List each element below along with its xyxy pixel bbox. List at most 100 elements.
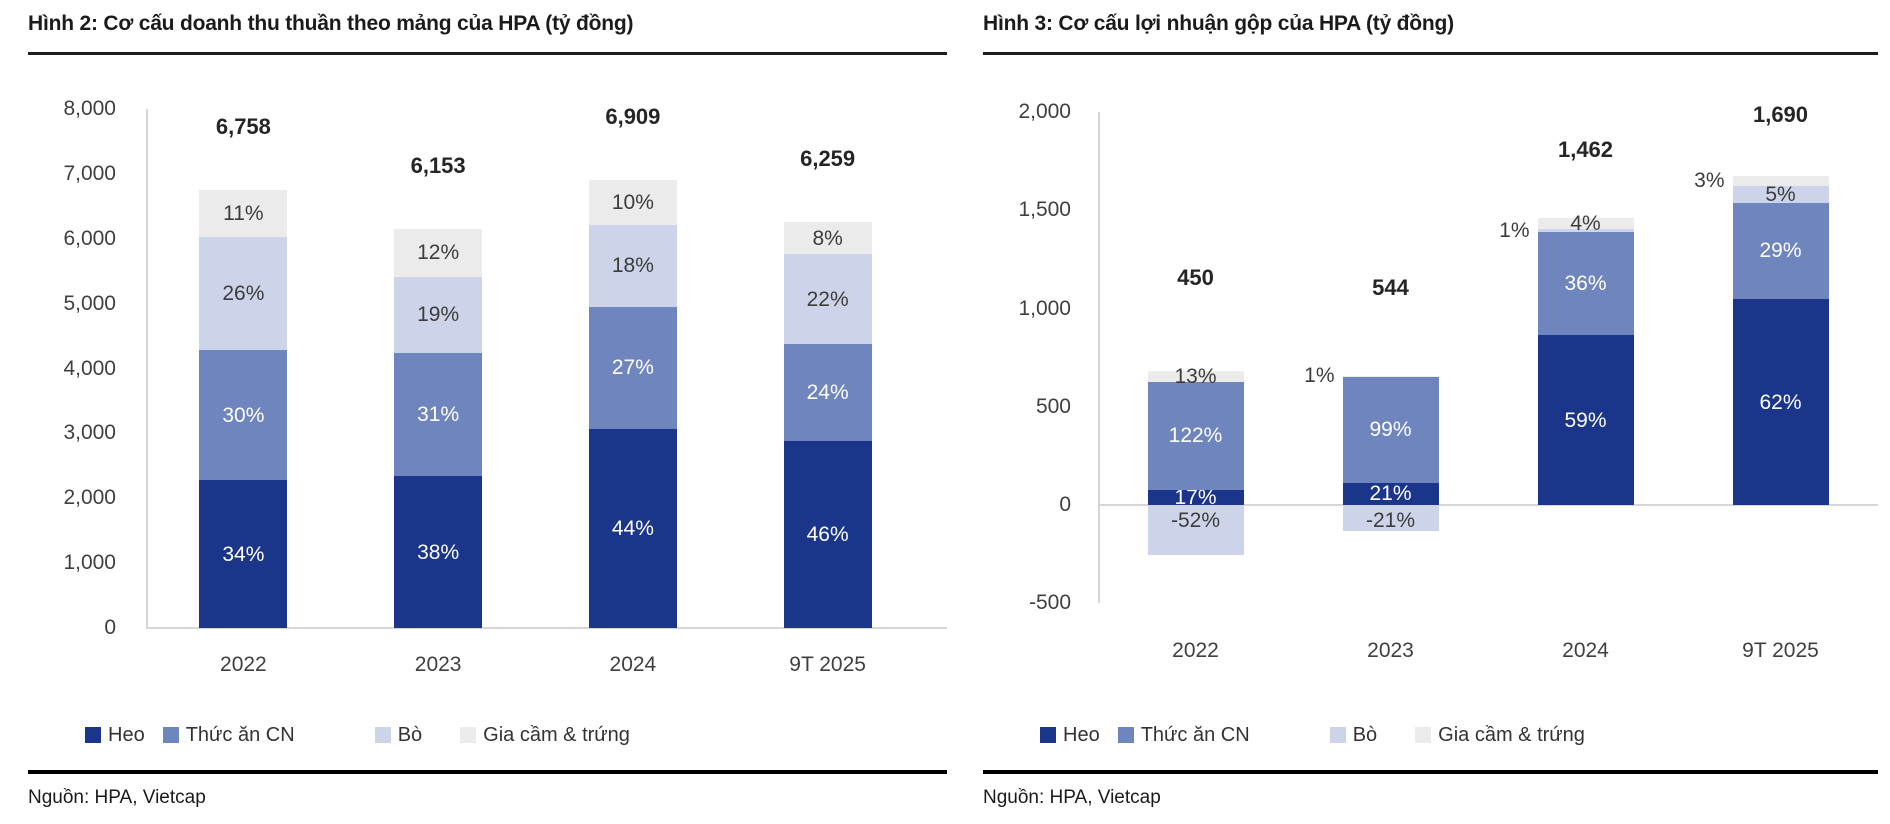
bar-segment-thuc-an-cn: 27% bbox=[588, 306, 677, 429]
y-tick-label: 2,000 bbox=[1018, 100, 1071, 123]
legend-label: Bò bbox=[397, 723, 423, 746]
y-tick-label: -500 bbox=[1028, 591, 1071, 615]
bar-segment-gia-cam-trung: 8% bbox=[783, 221, 872, 255]
bar-segment-heo: 46% bbox=[783, 441, 872, 628]
percent-label: 17% bbox=[1174, 485, 1217, 509]
legend-item-gia-cam-trung: Gia cầm & trứng bbox=[460, 724, 630, 747]
legend-label: Thức ăn CN bbox=[1140, 723, 1250, 746]
legend-item-bo: Bò bbox=[1329, 723, 1378, 747]
bar-segment-gia-cam-trung: 11% bbox=[199, 189, 288, 238]
bar-total-label: 6,758 bbox=[215, 113, 271, 139]
percent-label: 21% bbox=[1369, 482, 1412, 506]
revenue-chart-plot: 8,000 7,000 6,000 5,000 4,000 3,000 2,000 1,000… bbox=[28, 85, 947, 685]
percent-label: 30% bbox=[222, 403, 265, 427]
bar-segment-gia-cam-trung: 13% bbox=[1147, 365, 1244, 388]
y-tick-label: 1,500 bbox=[1018, 198, 1071, 222]
x-axis-label: 2023 bbox=[414, 653, 462, 676]
bar-segment-bo bbox=[1537, 229, 1634, 233]
percent-label: 24% bbox=[806, 381, 849, 404]
y-tick-label: 0 bbox=[1059, 493, 1071, 516]
bar-segment-gia-cam-trung bbox=[1732, 176, 1829, 187]
percent-label: 31% bbox=[417, 402, 460, 426]
x-axis-label: 2024 bbox=[1562, 639, 1609, 662]
percent-label-outside: 1% bbox=[1499, 218, 1530, 242]
bar-segment-gia-cam-trung: 10% bbox=[588, 179, 677, 226]
legend-label: Gia cầm & trứng bbox=[483, 723, 630, 746]
gia-cam-trung-swatch-icon bbox=[1415, 727, 1432, 743]
revenue-chart-title: Hình 2: Cơ cấu doanh thu thuần theo mảng… bbox=[28, 12, 947, 55]
legend-label: Gia cầm & trứng bbox=[1438, 723, 1585, 746]
bar-segment-thuc-an-cn: 30% bbox=[199, 350, 288, 481]
y-tick-label: 5,000 bbox=[63, 291, 116, 315]
bar-total-label: 450 bbox=[1177, 264, 1214, 290]
percent-label: 18% bbox=[611, 254, 654, 278]
legend-item-thuc-an-cn: Thức ăn CN bbox=[1117, 723, 1250, 747]
bar-segment-heo: 21% bbox=[1342, 482, 1439, 506]
x-axis-zero-line bbox=[146, 627, 947, 629]
panel-divider bbox=[28, 770, 947, 774]
bo-swatch-icon bbox=[1329, 727, 1346, 743]
gia-cam-trung-swatch-icon bbox=[460, 727, 477, 743]
y-tick-label: 4,000 bbox=[63, 356, 116, 380]
bar-segment-heo: 62% bbox=[1732, 299, 1829, 505]
bar-segment-thuc-an-cn: 122% bbox=[1147, 381, 1244, 490]
percent-label: 5% bbox=[1765, 182, 1796, 206]
heo-swatch-icon bbox=[85, 727, 101, 743]
percent-label: 8% bbox=[812, 226, 843, 250]
percent-label: 36% bbox=[1564, 272, 1607, 296]
bar-total-label: 6,909 bbox=[605, 103, 661, 129]
x-axis-zero-line bbox=[1098, 504, 1878, 506]
percent-label: 22% bbox=[806, 287, 849, 311]
y-tick-label: 500 bbox=[1035, 394, 1071, 418]
bar-segment-bo: 26% bbox=[199, 237, 288, 351]
bar-segment-thuc-an-cn: 24% bbox=[783, 343, 872, 442]
percent-label: 13% bbox=[1174, 364, 1217, 388]
percent-label: 122% bbox=[1168, 424, 1223, 448]
y-tick-label: 1,000 bbox=[63, 551, 116, 575]
bar-segment-bo: 19% bbox=[394, 276, 483, 353]
percent-label: -52% bbox=[1170, 509, 1221, 532]
bar-segment-heo: 44% bbox=[588, 428, 677, 628]
legend-label: Heo bbox=[108, 723, 145, 746]
y-axis-line bbox=[146, 109, 148, 628]
bar-total-label: 1,690 bbox=[1752, 102, 1809, 128]
legend-item-heo: Heo bbox=[85, 724, 145, 747]
heo-swatch-icon bbox=[1040, 727, 1056, 743]
y-tick-label: 2,000 bbox=[63, 486, 116, 510]
percent-label: 12% bbox=[417, 241, 460, 265]
percent-label: 62% bbox=[1759, 390, 1802, 414]
legend-label: Bò bbox=[1352, 723, 1378, 746]
bar-segment-heo: 38% bbox=[394, 476, 483, 628]
y-axis-line bbox=[1098, 112, 1100, 604]
bar-segment-bo: -21% bbox=[1342, 505, 1439, 532]
gross-profit-chart-plot: 2,000 1,500 1,000 500 0 -500 17% 122% -52% 13% 450… bbox=[983, 85, 1878, 685]
legend-label: Thức ăn CN bbox=[185, 723, 295, 746]
x-axis-label: 2022 bbox=[1172, 639, 1219, 662]
legend-item-bo: Bò bbox=[374, 723, 423, 747]
y-tick-label: 6,000 bbox=[63, 226, 116, 250]
percent-label-outside: 3% bbox=[1694, 169, 1725, 193]
x-axis-label: 2023 bbox=[1367, 639, 1414, 662]
percent-label: -21% bbox=[1365, 509, 1416, 532]
bar-segment-heo: 17% bbox=[1147, 486, 1244, 509]
chart-panel-revenue: Hình 2: Cơ cấu doanh thu thuần theo mảng… bbox=[28, 8, 947, 824]
thuc-an-cn-swatch-icon bbox=[1117, 727, 1134, 743]
percent-label: 34% bbox=[222, 542, 265, 566]
bar-segment-bo: 22% bbox=[783, 254, 872, 344]
bar-total-label: 6,153 bbox=[410, 152, 466, 178]
panel-divider bbox=[983, 770, 1878, 774]
gross-profit-chart-title: Hình 3: Cơ cấu lợi nhuận gộp của HPA (tỷ… bbox=[983, 12, 1878, 55]
legend-item-thuc-an-cn: Thức ăn CN bbox=[162, 723, 295, 747]
revenue-chart-legend: Heo Thức ăn CN Bò Gia cầm & trứng bbox=[28, 720, 947, 750]
percent-label: 4% bbox=[1570, 211, 1601, 235]
bar-total-label: 1,462 bbox=[1557, 136, 1614, 162]
bar-total-label: 544 bbox=[1372, 274, 1409, 300]
bar-segment-bo: 5% bbox=[1732, 182, 1829, 206]
percent-label: 99% bbox=[1369, 418, 1412, 442]
bar-segment-thuc-an-cn: 31% bbox=[394, 352, 483, 477]
y-tick-label: 0 bbox=[104, 616, 116, 639]
percent-label: 44% bbox=[611, 516, 654, 540]
bar-segment-thuc-an-cn: 29% bbox=[1732, 202, 1829, 300]
bar-total-label: 6,259 bbox=[800, 145, 856, 171]
